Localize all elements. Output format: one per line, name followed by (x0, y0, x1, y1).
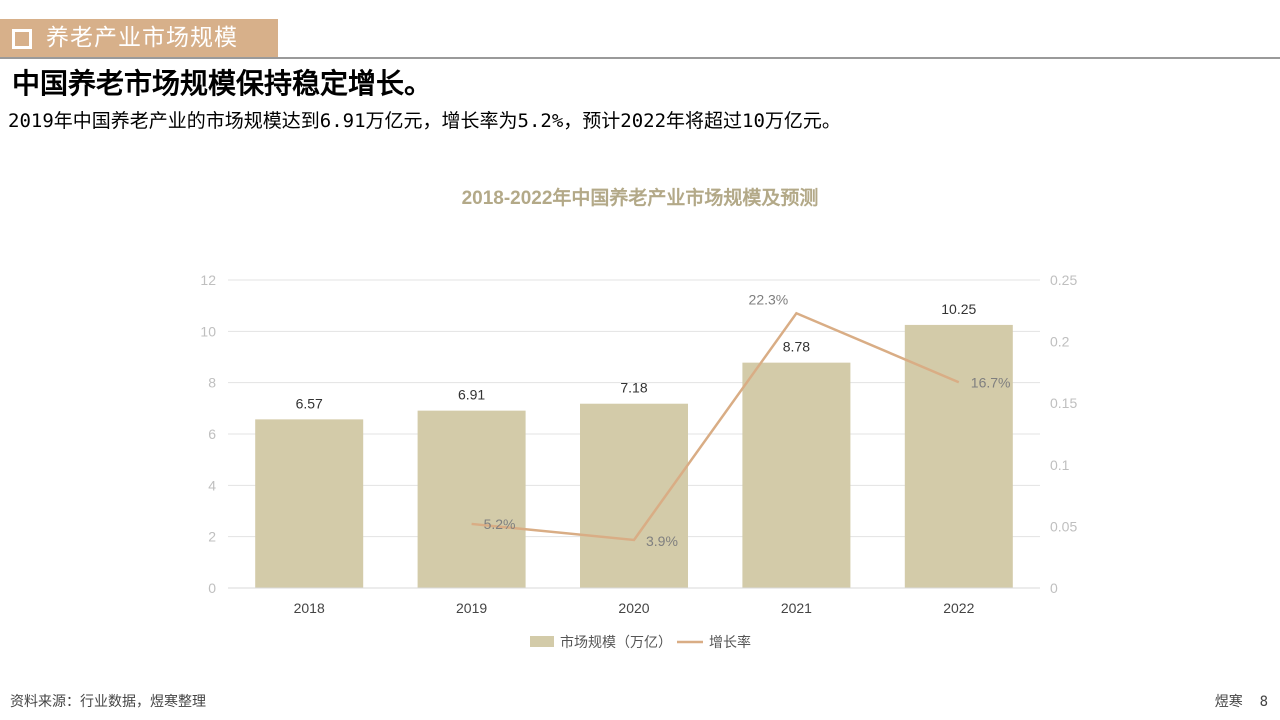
chart-bars (255, 324, 1013, 588)
x-tick-label: 2021 (781, 600, 812, 616)
footer-brand: 煜寒 (1214, 694, 1243, 710)
legend-line-label: 增长率 (709, 634, 751, 650)
right-tick-label: 0.1 (1050, 457, 1070, 473)
growth-value-label: 3.9% (646, 533, 678, 549)
header-square-icon (12, 29, 32, 49)
page-number: 8 (1259, 694, 1268, 710)
left-tick-label: 2 (208, 529, 216, 545)
bar (417, 410, 526, 588)
legend-bar-label: 市场规模（万亿） (560, 634, 672, 650)
bar (255, 419, 364, 588)
right-tick-label: 0.25 (1050, 272, 1077, 288)
left-tick-label: 6 (208, 426, 216, 442)
chart-legend: 市场规模（万亿） 增长率 (530, 634, 751, 650)
chart-x-axis: 2018 2019 2020 2021 2022 (228, 587, 1040, 616)
chart-right-axis: 0 0.05 0.1 0.15 0.2 0.25 (1050, 272, 1077, 596)
bar-value-label: 6.57 (296, 395, 323, 411)
page-footer: 煜寒 8 (1215, 691, 1268, 711)
bar-value-label: 10.25 (941, 301, 976, 317)
x-tick-label: 2018 (294, 600, 325, 616)
source-note: 资料来源：行业数据，煜寒整理 (10, 694, 206, 710)
right-tick-label: 0 (1050, 580, 1058, 596)
left-tick-label: 12 (200, 272, 216, 288)
growth-value-label: 22.3% (749, 291, 789, 307)
header-bar (0, 19, 278, 57)
chart-data-labels: 6.57 6.91 7.18 8.78 10.25 5.2% 3.9% 22.3% 16.7% (296, 291, 1011, 549)
bar-value-label: 8.78 (783, 339, 810, 355)
section-title: 养老产业市场规模 (46, 25, 238, 51)
left-tick-label: 4 (208, 477, 216, 493)
right-tick-label: 0.2 (1050, 334, 1070, 350)
x-tick-label: 2022 (943, 600, 974, 616)
growth-line (471, 311, 960, 542)
growth-value-label: 16.7% (971, 374, 1011, 390)
bar-value-label: 7.18 (620, 380, 647, 396)
bar (580, 403, 688, 588)
left-tick-label: 0 (208, 580, 216, 596)
left-tick-label: 10 (200, 323, 216, 339)
bar (904, 324, 1013, 588)
bar-value-label: 6.91 (458, 387, 485, 403)
page-headline: 中国养老市场规模保持稳定增长。 (12, 67, 433, 100)
left-tick-label: 8 (208, 375, 216, 391)
chart-left-axis: 0 2 4 6 8 10 12 (200, 272, 216, 596)
legend-bar-swatch (530, 636, 554, 647)
chart-growth-line (471, 311, 960, 542)
x-tick-label: 2020 (618, 600, 649, 616)
chart-title: 2018-2022年中国养老产业市场规模及预测 (462, 186, 819, 209)
right-tick-label: 0.05 (1050, 518, 1077, 534)
page-subtitle: 2019年中国养老产业的市场规模达到6.91万亿元，增长率为5.2%，预计202… (8, 110, 841, 132)
x-tick-label: 2019 (456, 600, 487, 616)
header-divider (0, 57, 1280, 59)
growth-value-label: 5.2% (484, 516, 516, 532)
bar (742, 362, 851, 588)
right-tick-label: 0.15 (1050, 395, 1077, 411)
